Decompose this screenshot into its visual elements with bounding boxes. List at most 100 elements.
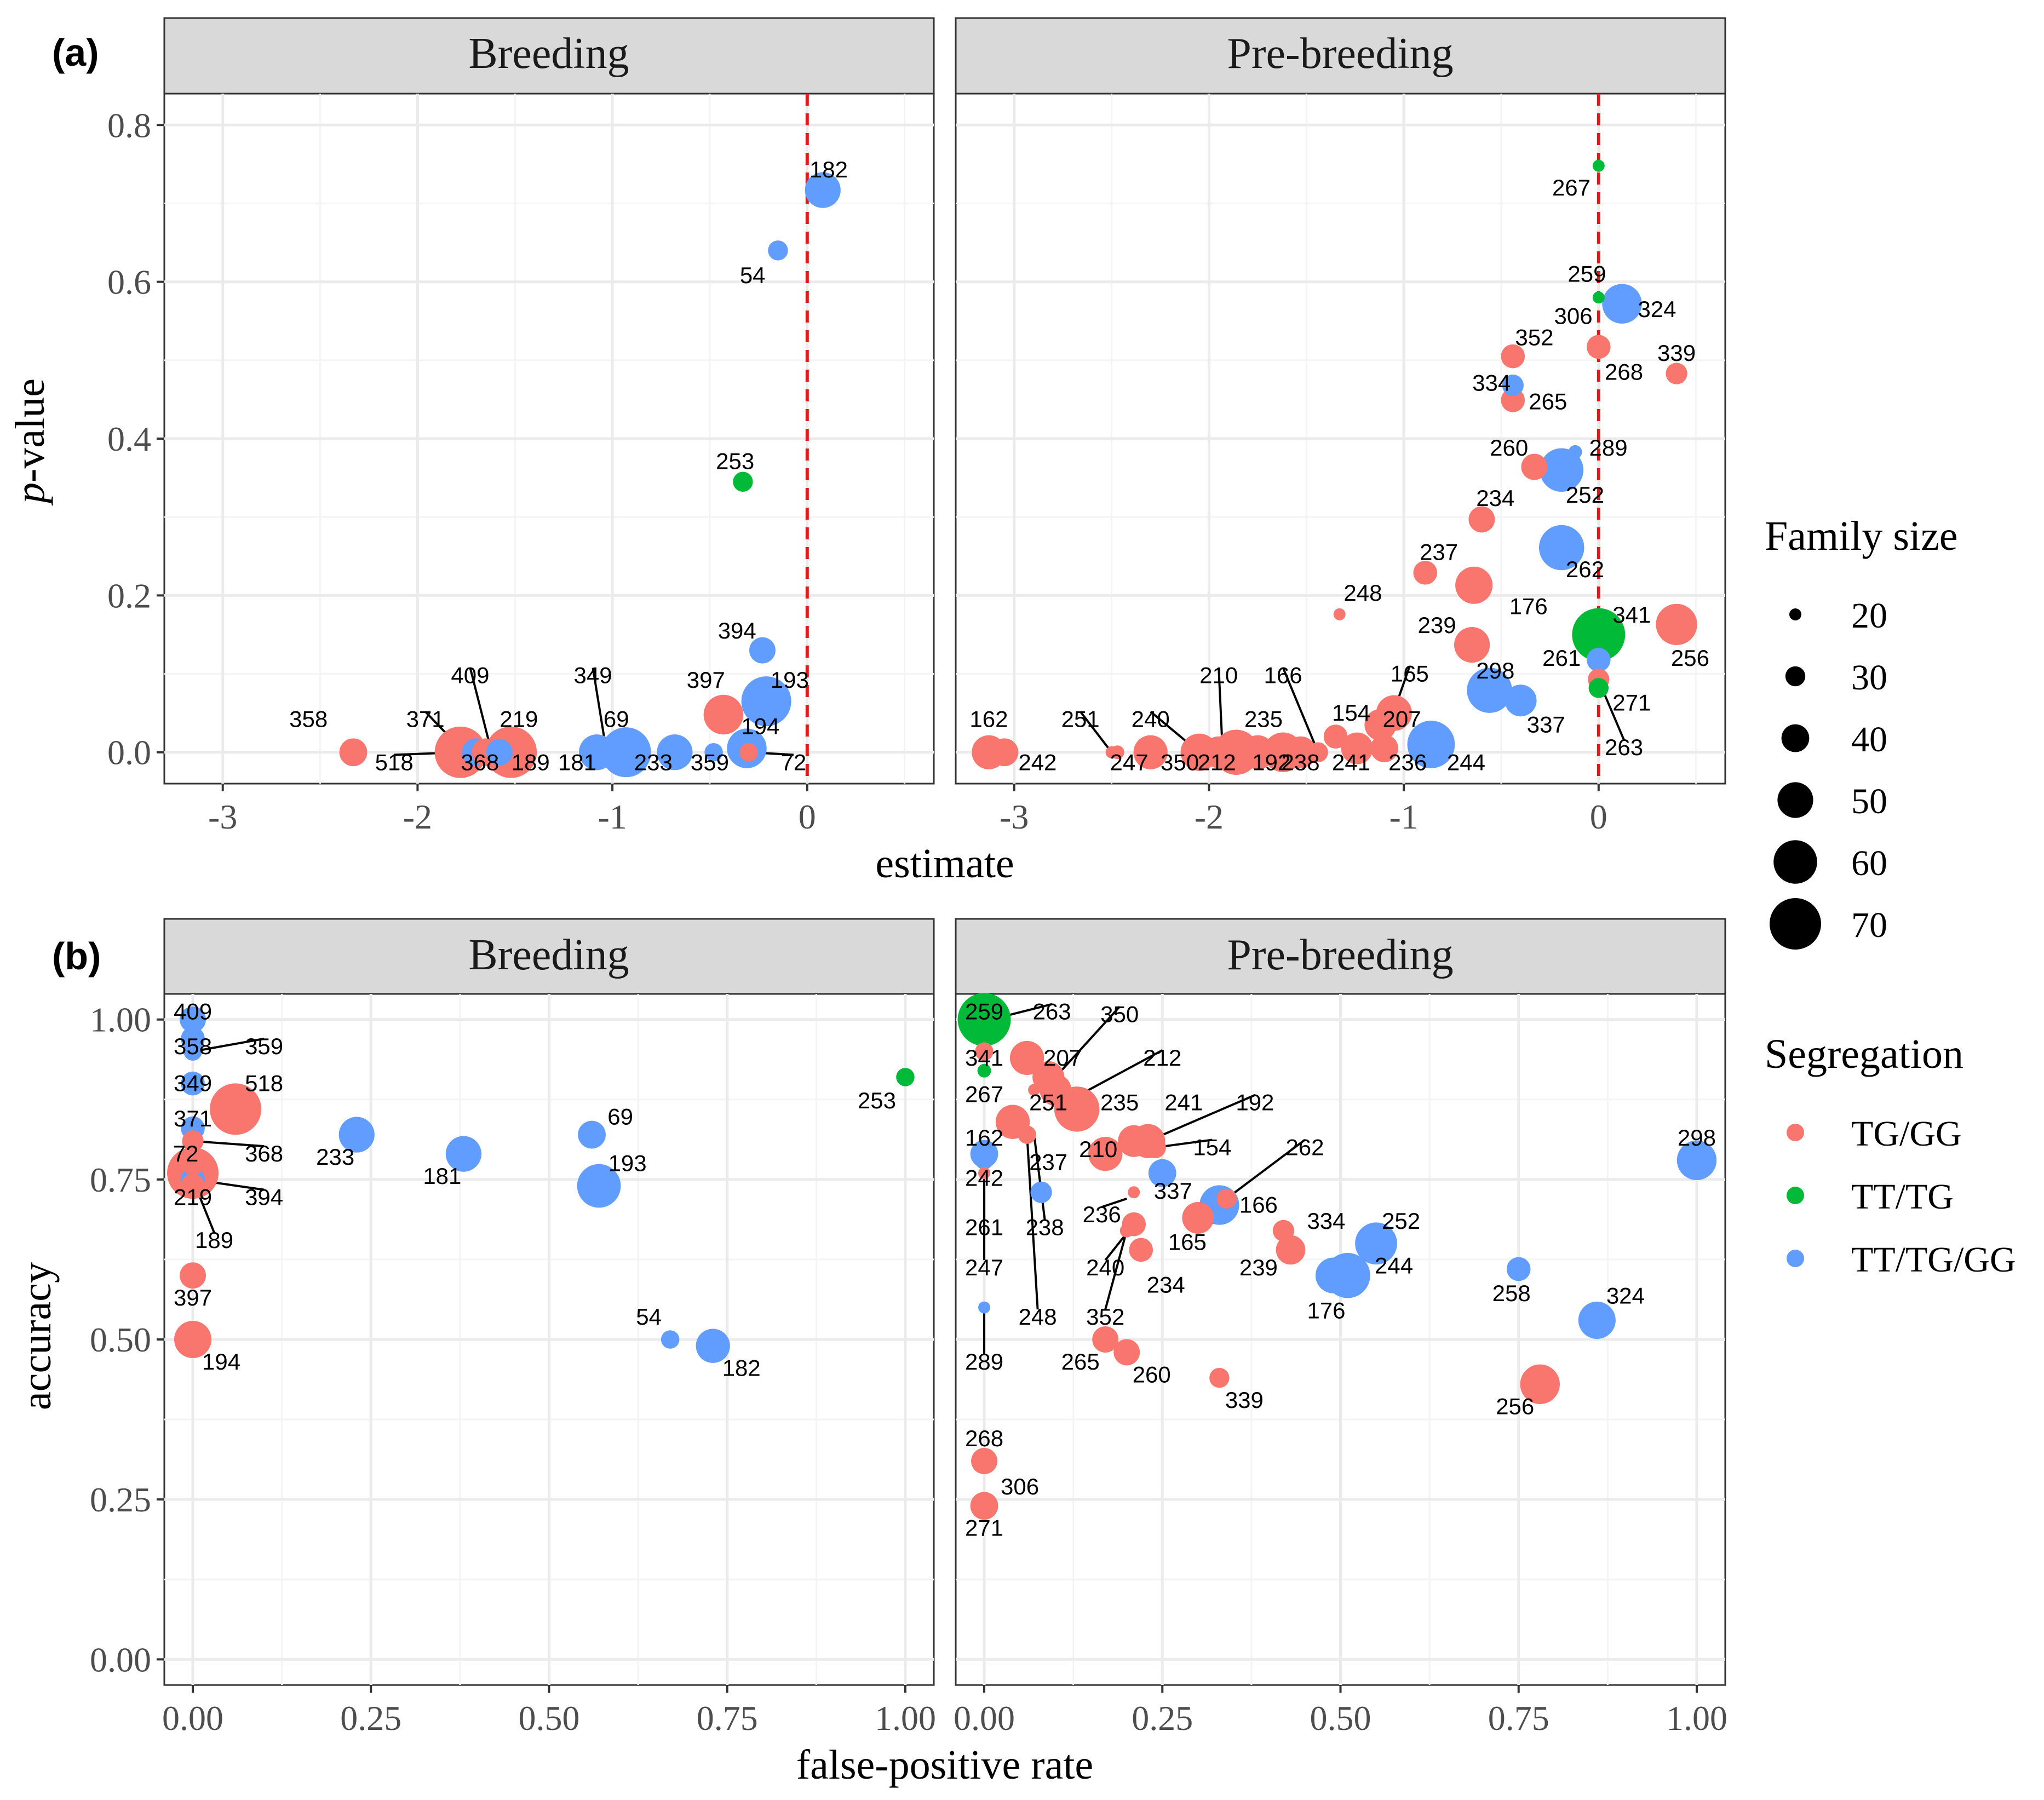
point-518 xyxy=(210,1083,262,1135)
label-371: 371 xyxy=(406,706,445,732)
label-248: 248 xyxy=(1019,1304,1057,1330)
label-235: 235 xyxy=(1100,1090,1139,1115)
point-237 xyxy=(1413,561,1438,585)
points-a-prebreeding xyxy=(972,159,1697,775)
label-324: 324 xyxy=(1606,1283,1645,1309)
point-239 xyxy=(1276,1235,1306,1265)
label-394: 394 xyxy=(718,618,756,643)
label-256: 256 xyxy=(1496,1394,1534,1419)
label-242: 242 xyxy=(1018,749,1057,775)
label-212: 212 xyxy=(1143,1045,1181,1071)
point-397 xyxy=(180,1262,206,1289)
label-260: 260 xyxy=(1490,435,1528,461)
point-240 xyxy=(1133,735,1168,769)
x-tick-label: -1 xyxy=(598,797,627,836)
label-271: 271 xyxy=(1612,690,1651,716)
legend-seg-label-tt-tg-gg: TT/TG/GG xyxy=(1851,1240,2016,1280)
x-tick-label: -3 xyxy=(1000,797,1029,836)
xticks-b-breeding: 0.00 0.25 0.50 0.75 1.00 xyxy=(162,1685,936,1738)
point-261 xyxy=(1586,647,1611,672)
point-182 xyxy=(805,172,841,208)
label-259: 259 xyxy=(965,999,1003,1025)
point-337 xyxy=(1148,1159,1176,1187)
point-289 xyxy=(1568,445,1582,459)
label-358: 358 xyxy=(174,1033,212,1059)
label-518: 518 xyxy=(245,1071,283,1096)
leader-236 xyxy=(1101,1198,1127,1209)
legend-size-label-40: 40 xyxy=(1851,720,1887,760)
y-tick-label: 0.50 xyxy=(90,1320,151,1359)
label-258: 258 xyxy=(1492,1280,1531,1306)
label-349: 349 xyxy=(174,1071,212,1096)
leader-350 xyxy=(1054,1006,1121,1078)
leader-409 xyxy=(469,667,493,753)
label-162: 162 xyxy=(969,706,1008,732)
label-394: 394 xyxy=(245,1184,283,1210)
label-261: 261 xyxy=(965,1215,1003,1240)
x-tick-label: -3 xyxy=(208,797,237,836)
y-axis-label-italic: p xyxy=(7,482,53,506)
label-341: 341 xyxy=(1612,602,1651,628)
leader-238 xyxy=(1033,1134,1046,1220)
legend-size-key-20 xyxy=(1789,608,1801,620)
point-349 xyxy=(181,1071,205,1096)
x-tick-label: 0.00 xyxy=(162,1699,223,1738)
point-69 xyxy=(578,1120,606,1149)
point-337 xyxy=(1505,685,1537,717)
label-189: 189 xyxy=(512,749,550,775)
label-244: 244 xyxy=(1375,1253,1413,1279)
gridlines-b-prebreeding xyxy=(956,994,1725,1685)
strip-title-a-prebreeding: Pre-breeding xyxy=(1227,30,1453,78)
label-251: 251 xyxy=(1029,1090,1067,1115)
leader-251 xyxy=(1080,711,1113,753)
leader-212 xyxy=(1076,1049,1163,1097)
leader-166 xyxy=(1282,667,1319,753)
yticks-b: 0.00 0.25 0.50 0.75 1.00 xyxy=(90,1000,164,1679)
point-176 xyxy=(1455,566,1493,604)
strip-b-breeding xyxy=(163,918,935,995)
point-267 xyxy=(977,1063,991,1078)
panel-tag-b: (b) xyxy=(52,935,101,977)
label-181: 181 xyxy=(423,1163,461,1189)
label-409: 409 xyxy=(174,999,212,1025)
y-tick-label: 0.8 xyxy=(107,106,151,145)
y-tick-label: 1.00 xyxy=(90,1000,151,1039)
label-247: 247 xyxy=(965,1255,1003,1280)
label-166: 166 xyxy=(1264,662,1302,688)
leader-262 xyxy=(1226,1138,1306,1200)
x-tick-label: -2 xyxy=(403,797,432,836)
leader-359 xyxy=(192,1037,265,1053)
legend-size-title: Family size xyxy=(1765,513,1958,559)
label-176: 176 xyxy=(1509,593,1548,619)
label-337: 337 xyxy=(1527,712,1565,738)
point-259 xyxy=(1592,291,1605,304)
point-260 xyxy=(1521,453,1548,480)
leader-352 xyxy=(1104,1230,1128,1310)
label-194: 194 xyxy=(741,713,779,739)
point-54 xyxy=(768,240,788,261)
label-192: 192 xyxy=(1236,1090,1274,1115)
point-265 xyxy=(1092,1326,1119,1353)
gridlines-a-prebreeding xyxy=(956,94,1725,784)
label-162: 162 xyxy=(965,1125,1003,1151)
point-210 xyxy=(1088,1136,1123,1171)
label-176: 176 xyxy=(1307,1297,1345,1323)
point-253 xyxy=(896,1068,915,1086)
label-166: 166 xyxy=(1239,1192,1278,1218)
point-368 xyxy=(182,1130,204,1152)
label-210: 210 xyxy=(1079,1136,1117,1162)
x-tick-label: 1.00 xyxy=(1666,1699,1727,1738)
label-181: 181 xyxy=(558,749,596,775)
point-193 xyxy=(741,676,791,727)
y-tick-label: 0.0 xyxy=(107,733,151,772)
label-235: 235 xyxy=(1244,706,1283,732)
label-265: 265 xyxy=(1529,389,1567,415)
point-248 xyxy=(1333,608,1346,620)
label-207: 207 xyxy=(1383,706,1421,732)
strip-a-breeding xyxy=(163,17,935,95)
point-248 xyxy=(1021,1129,1034,1141)
label-242: 242 xyxy=(965,1165,1003,1191)
x-tick-label: 0 xyxy=(799,797,816,836)
label-244: 244 xyxy=(1447,749,1485,775)
